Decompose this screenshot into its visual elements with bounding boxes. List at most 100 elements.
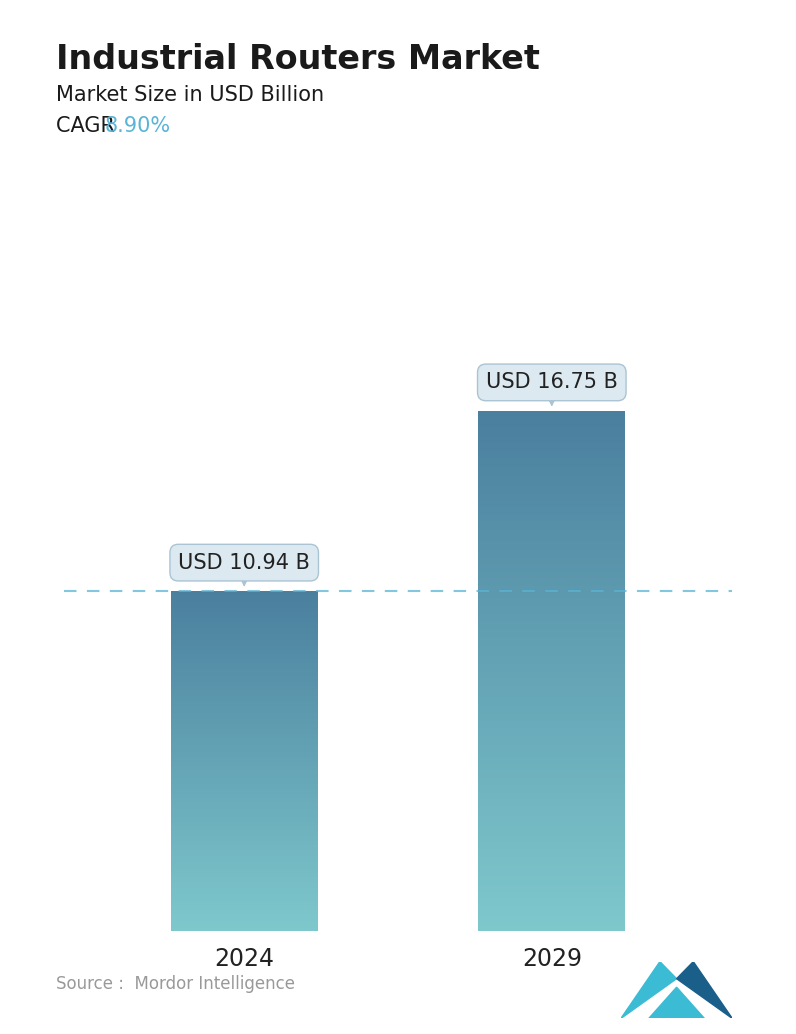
Bar — [478, 865, 626, 866]
Bar — [478, 547, 626, 549]
Bar — [478, 876, 626, 877]
Bar — [478, 617, 626, 618]
Bar — [478, 877, 626, 879]
Bar — [478, 637, 626, 638]
Bar — [478, 886, 626, 888]
Bar — [478, 850, 626, 851]
Bar — [478, 552, 626, 554]
Bar — [478, 912, 626, 914]
Bar — [478, 567, 626, 569]
Bar — [478, 701, 626, 702]
Bar — [478, 834, 626, 835]
Bar — [478, 767, 626, 768]
Bar — [478, 763, 626, 764]
Text: Source :  Mordor Intelligence: Source : Mordor Intelligence — [56, 975, 295, 993]
Bar — [478, 530, 626, 531]
Bar — [478, 414, 626, 415]
Bar — [478, 437, 626, 438]
Bar — [478, 920, 626, 921]
Bar — [478, 622, 626, 625]
Bar — [478, 802, 626, 803]
Bar — [478, 463, 626, 464]
Bar — [478, 438, 626, 439]
Bar — [478, 475, 626, 476]
Bar — [478, 860, 626, 861]
Bar — [478, 821, 626, 823]
Bar — [478, 820, 626, 821]
Bar — [478, 576, 626, 577]
Bar — [478, 872, 626, 874]
Bar — [478, 676, 626, 677]
Bar — [478, 423, 626, 424]
Bar — [478, 663, 626, 664]
Bar — [478, 830, 626, 832]
Bar — [478, 519, 626, 520]
Bar — [478, 704, 626, 706]
Bar — [478, 450, 626, 451]
Bar — [478, 484, 626, 485]
Bar — [478, 603, 626, 605]
Bar — [478, 780, 626, 782]
Bar — [478, 612, 626, 613]
Bar — [478, 537, 626, 539]
Bar — [478, 893, 626, 894]
Bar — [478, 709, 626, 711]
Bar — [478, 882, 626, 884]
Bar — [478, 699, 626, 701]
Bar — [478, 453, 626, 454]
Bar — [478, 769, 626, 770]
Bar — [478, 584, 626, 585]
Bar — [478, 762, 626, 763]
Bar — [478, 517, 626, 519]
Bar — [478, 732, 626, 733]
Bar — [478, 579, 626, 580]
Bar — [478, 798, 626, 799]
Bar — [478, 479, 626, 480]
Bar — [478, 682, 626, 683]
Bar — [478, 718, 626, 719]
Bar — [478, 499, 626, 500]
Bar — [478, 574, 626, 575]
Bar — [478, 855, 626, 856]
Bar — [478, 529, 626, 530]
Bar — [478, 759, 626, 760]
Bar — [478, 493, 626, 494]
Bar — [478, 783, 626, 784]
Bar — [478, 587, 626, 589]
Bar — [478, 435, 626, 437]
Bar — [478, 723, 626, 724]
Bar — [478, 911, 626, 912]
Bar — [478, 647, 626, 648]
Bar — [478, 835, 626, 838]
Bar — [478, 792, 626, 793]
Bar — [478, 429, 626, 430]
Bar — [478, 653, 626, 656]
Bar — [478, 481, 626, 483]
Bar — [478, 418, 626, 419]
Bar — [478, 799, 626, 800]
Bar — [478, 624, 626, 626]
Bar — [478, 600, 626, 601]
Bar — [478, 891, 626, 893]
Bar — [478, 596, 626, 597]
Bar — [478, 516, 626, 518]
Bar — [478, 863, 626, 864]
Bar — [478, 446, 626, 448]
Bar — [478, 692, 626, 693]
Bar — [478, 755, 626, 757]
Bar — [478, 469, 626, 470]
Bar — [478, 542, 626, 544]
Bar — [478, 719, 626, 720]
Bar — [478, 814, 626, 815]
Bar — [478, 733, 626, 734]
Bar — [478, 540, 626, 541]
Bar — [478, 907, 626, 909]
Bar — [478, 601, 626, 602]
Bar — [478, 638, 626, 640]
Bar — [478, 474, 626, 475]
Bar — [478, 501, 626, 504]
Bar — [478, 698, 626, 699]
Bar — [478, 851, 626, 853]
Bar — [478, 677, 626, 678]
Bar — [478, 510, 626, 511]
